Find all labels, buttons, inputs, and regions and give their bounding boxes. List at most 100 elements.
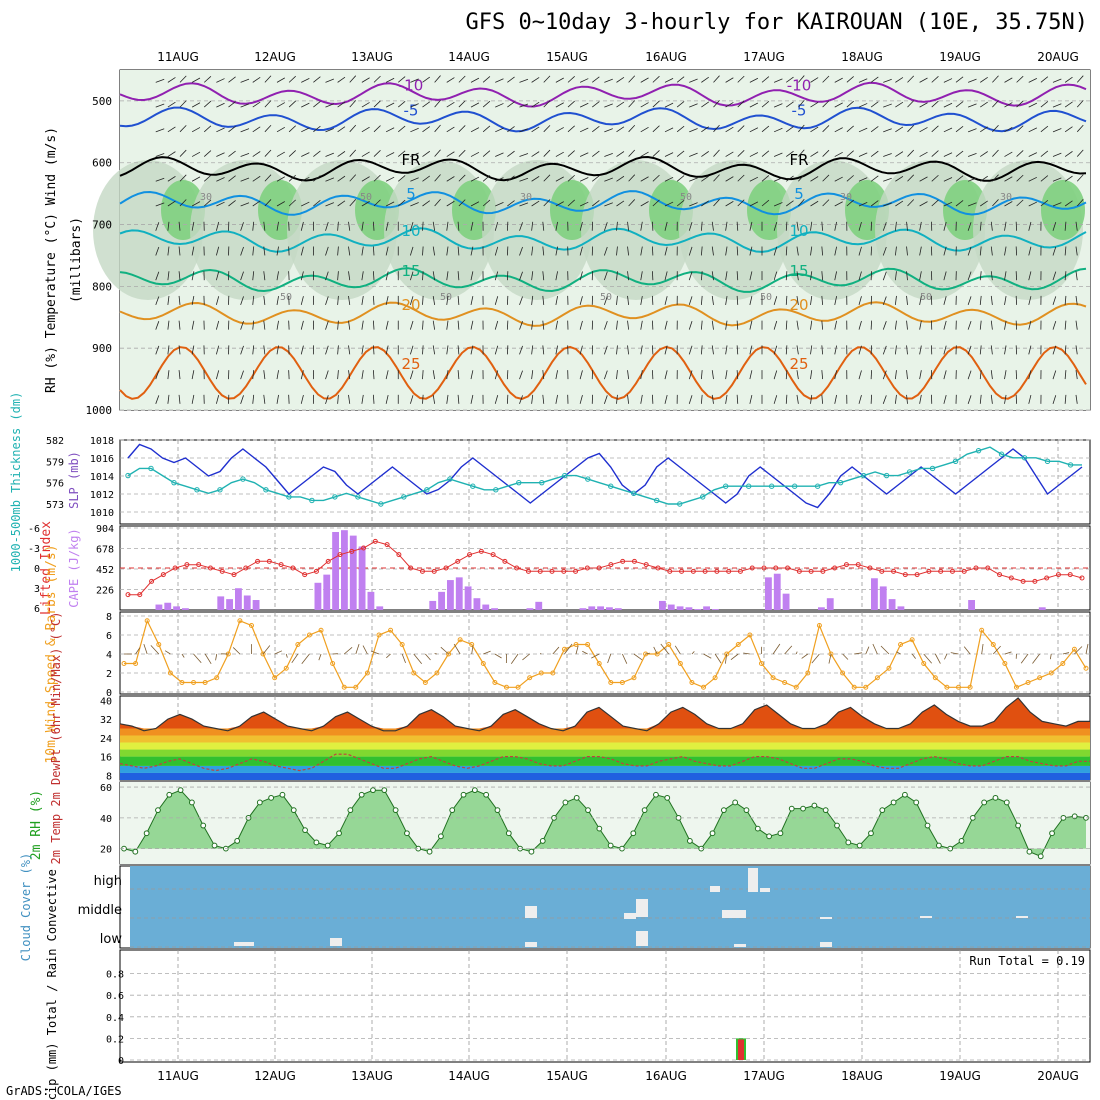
- wind-barb: [773, 370, 778, 380]
- wind-barb: [432, 320, 436, 330]
- wind-barb: [967, 128, 977, 133]
- wind-barb: [773, 202, 783, 207]
- wind-barb: [821, 221, 824, 231]
- wind-barb: [1004, 102, 1013, 108]
- wind-barb: [725, 394, 728, 404]
- wind-barb: [1028, 127, 1038, 133]
- wind-barb: [737, 75, 745, 83]
- wind-barb: [276, 295, 279, 305]
- wind-barb: [579, 177, 589, 182]
- wind-barb: [434, 149, 441, 157]
- wind-point: [260, 651, 266, 657]
- wind-barb: [373, 174, 381, 182]
- wind-barb: [676, 76, 685, 83]
- wind-barb: [155, 246, 160, 256]
- footer-credit: GrADS: COLA/IGES: [6, 1084, 122, 1098]
- wind-barb: [373, 199, 381, 207]
- wind-barb: [191, 201, 201, 207]
- wind-point: [805, 670, 811, 676]
- wind-barb: [786, 175, 794, 182]
- wind-barb: [385, 271, 389, 281]
- wind-barb: [749, 221, 753, 231]
- wind-barb: [276, 151, 285, 157]
- wind-point: [121, 661, 127, 666]
- wind-barb: [155, 222, 160, 231]
- wind-barb: [167, 126, 176, 133]
- wind-barb: [542, 394, 545, 404]
- wind-barb: [337, 221, 339, 231]
- rh-point: [573, 794, 580, 801]
- wind-barb-10m: [285, 653, 288, 658]
- ytick-lifted-index: 3: [34, 584, 40, 595]
- wind-barb: [737, 174, 745, 182]
- wind-barb: [385, 246, 389, 256]
- li-point: [655, 565, 661, 571]
- wind-barb: [167, 246, 170, 256]
- wind-barb: [276, 221, 279, 231]
- wind-barb: [822, 100, 830, 108]
- wind-barb: [410, 202, 419, 207]
- wind-barb: [919, 201, 928, 207]
- wind-barb: [821, 295, 824, 305]
- wind-barb: [749, 152, 759, 157]
- temp-band: [120, 772, 1090, 780]
- wind-barb: [640, 271, 643, 281]
- cape-bar: [482, 604, 490, 610]
- wind-barb: [446, 271, 449, 281]
- wind-barb-10m: [425, 653, 431, 661]
- wind-barb: [882, 395, 887, 404]
- wind-barb: [422, 221, 424, 231]
- date-label-bottom: 18AUG: [841, 1069, 883, 1083]
- cape-bar: [897, 606, 905, 610]
- li-point: [643, 562, 649, 568]
- wind-barb: [664, 370, 668, 380]
- wind-barb-10m: [842, 653, 849, 660]
- wind-barb: [664, 102, 674, 108]
- wind-point: [654, 651, 660, 657]
- wind-barb: [1016, 199, 1024, 207]
- wind-barb: [713, 75, 720, 83]
- cloud-cell: [1016, 916, 1028, 918]
- wind-barb-10m: [653, 646, 658, 655]
- isotherm-line: [119, 345, 1087, 400]
- rh-contour-label: 30: [840, 192, 852, 203]
- wind-barb: [349, 75, 357, 83]
- wind-barb: [543, 174, 551, 182]
- wind-point: [735, 642, 741, 647]
- ytick-temp: 32: [100, 715, 112, 726]
- rh-contour-label: 30: [200, 192, 212, 203]
- rh-point: [686, 838, 693, 844]
- cape-bar: [491, 608, 498, 610]
- rh-point: [211, 842, 218, 849]
- wind-barb-10m: [494, 653, 502, 659]
- wind-barb: [846, 175, 854, 182]
- wind-barb: [240, 152, 250, 157]
- wind-barb: [349, 199, 357, 207]
- wind-barb: [773, 78, 783, 83]
- wind-barb: [652, 75, 660, 83]
- wind-barb: [178, 370, 181, 380]
- ytick-lifted-index: 0: [34, 564, 40, 575]
- wind-barb: [664, 152, 674, 157]
- wind-barb: [604, 128, 613, 133]
- wind-barb: [385, 176, 395, 182]
- cloud-cell: [710, 886, 720, 892]
- li-point: [372, 538, 378, 544]
- wind-barb: [955, 200, 964, 207]
- wind-barb: [1075, 370, 1078, 380]
- thickness-point: [722, 483, 729, 489]
- wind-barb: [785, 221, 788, 231]
- wind-barb: [203, 100, 212, 108]
- isotherm-label: 15: [401, 262, 420, 280]
- wind-barb: [240, 78, 250, 83]
- wind-barb: [798, 174, 805, 182]
- wind-barb-10m: [386, 653, 391, 659]
- wind-barb-10m: [262, 645, 271, 655]
- wind-barb: [313, 125, 321, 133]
- cape-bar: [226, 599, 233, 610]
- cape-bar: [429, 600, 437, 610]
- wind-barb: [276, 370, 279, 380]
- rh-point: [155, 807, 161, 814]
- isotherm-label: 20: [401, 296, 420, 314]
- isotherm-label: -10: [787, 77, 812, 95]
